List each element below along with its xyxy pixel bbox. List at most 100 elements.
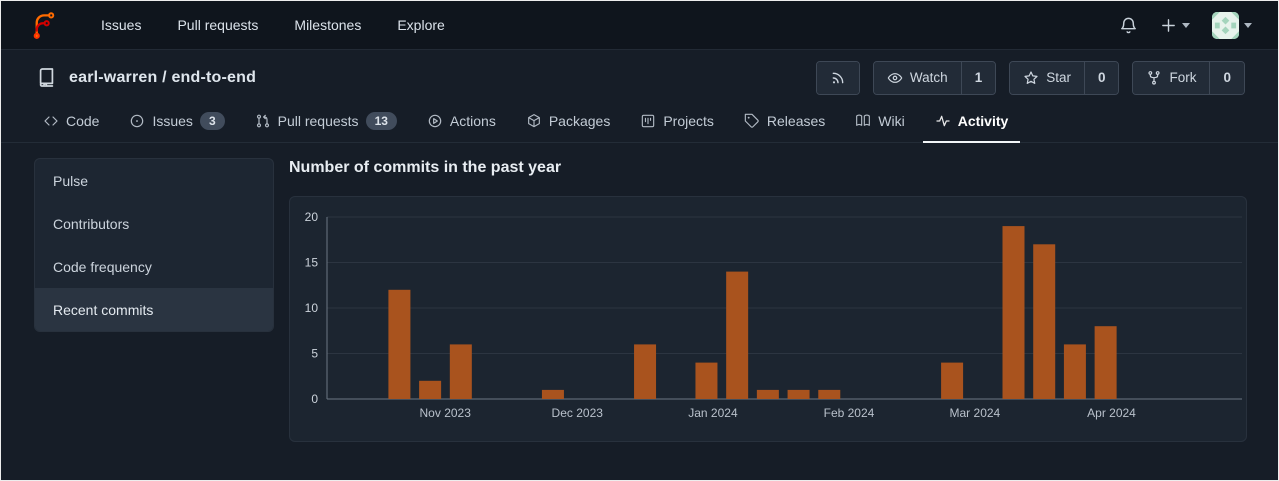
plus-icon (1162, 18, 1175, 32)
tag-icon (744, 113, 759, 128)
commit-bar (756, 389, 779, 399)
activity-sidebar: Pulse Contributors Code frequency Recent… (34, 158, 274, 332)
repo-header: earl-warren / end-to-end (1, 50, 1278, 100)
star-button-group: Star 0 (1009, 60, 1120, 95)
commit-bar (818, 389, 841, 399)
tab-label: Actions (449, 112, 496, 129)
eye-icon (887, 72, 903, 83)
commit-bar (634, 344, 657, 399)
star-label: Star (1046, 70, 1071, 85)
play-circle-icon (428, 114, 442, 127)
issue-opened-icon (131, 114, 144, 127)
rss-button[interactable] (815, 60, 860, 95)
sidebar-item-code-frequency[interactable]: Code frequency (53, 258, 152, 275)
issues-count-badge: 3 (199, 111, 225, 130)
star-count[interactable]: 0 (1083, 61, 1119, 94)
nav-pull-requests-link[interactable]: Pull requests (177, 17, 259, 33)
commit-bar (449, 344, 472, 399)
x-axis-tick-label: Nov 2023 (420, 406, 472, 420)
notifications-button[interactable] (1119, 16, 1138, 35)
commits-chart-card: 0 5 10 15 20 Nov 2023 Dec 2023 Jan 2024 Feb 2024… (289, 196, 1247, 442)
y-axis-tick-label: 5 (311, 347, 318, 361)
rss-button-body (816, 61, 859, 94)
chevron-down-icon (1182, 22, 1190, 28)
tab-releases[interactable]: Releases (732, 100, 837, 143)
sidebar-item-pulse[interactable]: Pulse (53, 172, 89, 189)
fork-label: Fork (1169, 70, 1197, 85)
tab-label: Code (66, 112, 100, 129)
commits-bar-chart: 0 5 10 15 20 Nov 2023 Dec 2023 Jan 2024 Feb 2024… (305, 210, 1242, 420)
watch-label: Watch (909, 70, 948, 85)
y-axis-tick-label: 0 (311, 392, 318, 406)
bell-icon (1121, 17, 1136, 33)
forgejo-logo-icon (33, 11, 54, 39)
user-menu-dropdown[interactable] (1212, 11, 1252, 39)
sidebar-item-contributors[interactable]: Contributors (53, 215, 130, 232)
tab-label: Pull requests (277, 112, 359, 129)
tab-label: Wiki (878, 112, 905, 129)
tab-activity[interactable]: Activity (922, 100, 1021, 143)
tab-packages[interactable]: Packages (514, 100, 622, 143)
breadcrumb-separator: / (162, 68, 167, 86)
x-axis-tick-label: Jan 2024 (688, 406, 738, 420)
tab-pull-requests[interactable]: Pull requests 13 (243, 100, 409, 143)
x-axis-tick-label: Dec 2023 (552, 406, 604, 420)
git-pull-request-icon (256, 114, 269, 127)
nav-explore-link[interactable]: Explore (397, 17, 445, 33)
avatar (1212, 11, 1239, 39)
x-axis-tick-label: Feb 2024 (824, 406, 875, 420)
y-axis-tick-label: 10 (305, 301, 319, 315)
tab-label: Projects (663, 112, 714, 129)
book-icon (856, 114, 871, 126)
repo-tab-bar: Code Issues 3 Pull requests 13 Actions (1, 100, 1278, 143)
commit-bar (695, 362, 718, 399)
commit-bar (419, 380, 442, 399)
watch-button[interactable]: Watch (873, 61, 961, 94)
repo-owner-link[interactable]: earl-warren (69, 68, 158, 86)
y-axis-tick-label: 15 (305, 256, 319, 270)
fork-button[interactable]: Fork (1133, 61, 1210, 94)
navbar-right-controls (1119, 11, 1252, 39)
sidebar-item-recent-commits[interactable]: Recent commits (35, 288, 273, 331)
tab-label: Releases (766, 112, 826, 129)
watch-count[interactable]: 1 (960, 61, 996, 94)
tab-issues[interactable]: Issues 3 (117, 100, 236, 143)
create-new-dropdown[interactable] (1160, 17, 1190, 34)
commit-bar (726, 271, 749, 399)
project-board-icon (642, 114, 655, 127)
repo-name-link[interactable]: end-to-end (171, 68, 257, 86)
rss-icon (832, 72, 844, 83)
x-axis-tick-label: Mar 2024 (950, 406, 1001, 420)
code-icon (44, 115, 58, 126)
top-navbar: Issues Pull requests Milestones Explore (1, 1, 1278, 50)
pulse-icon (936, 115, 950, 126)
pull-requests-count-badge: 13 (365, 111, 397, 130)
nav-milestones-link[interactable]: Milestones (294, 17, 362, 33)
commit-bar (541, 389, 564, 399)
git-fork-icon (1148, 70, 1161, 85)
tab-label: Packages (548, 112, 611, 129)
commit-bar (1002, 226, 1025, 399)
identicon-avatar-icon (1212, 11, 1239, 39)
fork-button-group: Fork 0 (1132, 60, 1245, 95)
watch-button-group: Watch 1 (872, 60, 997, 95)
commit-bar (941, 362, 964, 399)
nav-issues-link[interactable]: Issues (101, 17, 142, 33)
commit-bar (388, 289, 411, 399)
forgejo-logo[interactable] (29, 11, 57, 39)
chevron-down-icon (1244, 22, 1252, 28)
repo-icon (39, 68, 54, 87)
y-axis-tick-label: 20 (305, 210, 319, 224)
commit-bar (1063, 344, 1086, 399)
commit-bar (1033, 244, 1056, 399)
tab-code[interactable]: Code (31, 100, 111, 143)
star-button[interactable]: Star (1010, 61, 1084, 94)
tab-label: Activity (957, 112, 1009, 129)
tab-actions[interactable]: Actions (415, 100, 508, 143)
tab-projects[interactable]: Projects (628, 100, 726, 143)
commit-bar (1094, 326, 1117, 399)
activity-content: Pulse Contributors Code frequency Recent… (1, 143, 1278, 442)
tab-wiki[interactable]: Wiki (843, 100, 916, 143)
fork-count[interactable]: 0 (1209, 61, 1244, 94)
